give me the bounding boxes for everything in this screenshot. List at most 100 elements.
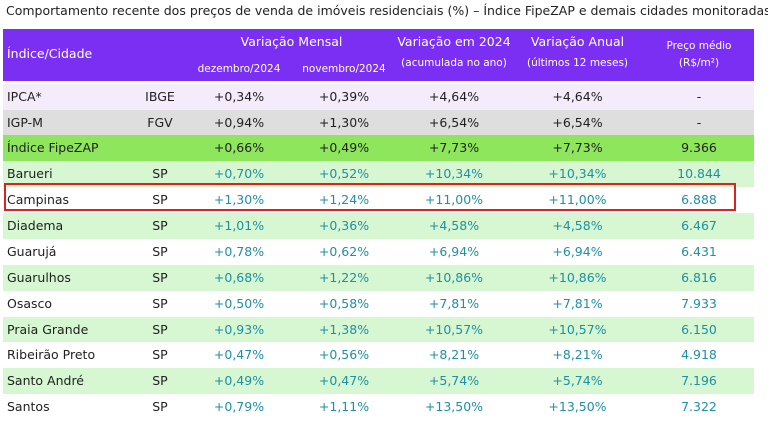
cell-year: +10,86% xyxy=(424,270,484,285)
cell-year: +4,58% xyxy=(428,218,480,233)
cell-dec: +0,66% xyxy=(213,140,265,155)
cell-price: 4.918 xyxy=(681,347,717,362)
cell-name: IPCA* xyxy=(7,89,42,104)
table-row: Índice FipeZAP +0,66% +0,49% +7,73% +7,73% 9.… xyxy=(3,135,754,161)
cell-name: Praia Grande xyxy=(7,322,89,337)
cell-dec: +0,49% xyxy=(213,373,265,388)
header-year-variation-sub: (acumulada no ano) xyxy=(401,57,507,69)
cell-dec: +0,50% xyxy=(213,296,265,311)
cell-annual: +10,34% xyxy=(548,166,607,181)
cell-price: 7.933 xyxy=(681,296,717,311)
cell-year: +5,74% xyxy=(428,373,480,388)
cell-annual: +6,54% xyxy=(552,115,603,130)
cell-year: +7,81% xyxy=(428,296,480,311)
cell-annual: +7,81% xyxy=(552,296,603,311)
header-november: novembro/2024 xyxy=(302,63,386,75)
cell-price: 6.467 xyxy=(681,218,717,233)
header-price-sub: (R$/m²) xyxy=(678,57,720,69)
cell-year: +4,64% xyxy=(428,89,480,104)
table-row: Santo André SP +0,49% +0,47% +5,74% +5,74% 7.1… xyxy=(3,368,754,394)
table-row: IPCA* IBGE +0,34% +0,39% +4,64% +4,64% - xyxy=(3,84,754,110)
cell-price: 10.844 xyxy=(677,166,721,181)
cell-nov: +1,11% xyxy=(318,399,370,414)
cell-annual: +4,64% xyxy=(552,89,603,104)
table-row: Campinas SP +1,30% +1,24% +11,00% +11,00% 6.88… xyxy=(3,187,754,213)
cell-year: +11,00% xyxy=(424,192,484,207)
cell-uf: SP xyxy=(152,166,168,181)
table-header: Índice/Cidade Variação Mensal dezembro/2… xyxy=(3,29,754,81)
cell-year: +10,57% xyxy=(424,322,484,337)
cell-name: Ribeirão Preto xyxy=(7,347,96,362)
cell-nov: +0,56% xyxy=(318,347,370,362)
cell-name: Osasco xyxy=(7,296,53,311)
cell-name: Índice FipeZAP xyxy=(7,140,99,155)
cell-name: Santos xyxy=(7,399,50,414)
cell-name: Guarujá xyxy=(7,244,57,259)
cell-dec: +0,68% xyxy=(213,270,265,285)
header-december: dezembro/2024 xyxy=(197,63,281,75)
cell-annual: +7,73% xyxy=(552,140,603,155)
cell-price: 6.431 xyxy=(681,244,717,259)
header-monthly-variation: Variação Mensal xyxy=(240,34,343,49)
header-price: Preço médio xyxy=(666,40,732,52)
cell-price: 7.322 xyxy=(681,399,717,414)
cell-price: 9.366 xyxy=(681,140,717,155)
cell-year: +13,50% xyxy=(424,399,484,414)
cell-name: Barueri xyxy=(7,166,53,181)
cell-dec: +0,47% xyxy=(213,347,265,362)
page-title: Comportamento recente dos preços de vend… xyxy=(6,3,768,18)
cell-year: +6,94% xyxy=(428,244,480,259)
cell-dec: +1,30% xyxy=(213,192,265,207)
cell-uf: SP xyxy=(152,270,168,285)
cell-nov: +1,22% xyxy=(318,270,370,285)
cell-nov: +0,52% xyxy=(318,166,370,181)
header-index-city: Índice/Cidade xyxy=(7,46,93,61)
cell-price: 6.816 xyxy=(681,270,717,285)
cell-annual: +8,21% xyxy=(552,347,603,362)
cell-uf: FGV xyxy=(147,115,173,130)
table-row: Guarulhos SP +0,68% +1,22% +10,86% +10,86% 6.8… xyxy=(3,265,754,291)
cell-year: +7,73% xyxy=(428,140,480,155)
cell-nov: +1,24% xyxy=(318,192,370,207)
cell-nov: +0,62% xyxy=(318,244,370,259)
cell-year: +8,21% xyxy=(428,347,480,362)
cell-price: 7.196 xyxy=(681,373,717,388)
table-row: Barueri SP +0,70% +0,52% +10,34% +10,34% 10.84… xyxy=(3,161,754,187)
cell-nov: +1,30% xyxy=(318,115,370,130)
table-row: Diadema SP +1,01% +0,36% +4,58% +4,58% 6.467 xyxy=(3,213,754,239)
cell-uf: SP xyxy=(152,399,168,414)
cell-dec: +0,78% xyxy=(213,244,265,259)
table-row: Osasco SP +0,50% +0,58% +7,81% +7,81% 7.933 xyxy=(3,291,754,317)
cell-nov: +0,49% xyxy=(318,140,370,155)
cell-annual: +13,50% xyxy=(548,399,607,414)
cell-uf: IBGE xyxy=(145,89,175,104)
cell-annual: +10,86% xyxy=(548,270,607,285)
table-row: Ribeirão Preto SP +0,47% +0,56% +8,21% +8,21%… xyxy=(3,342,754,368)
cell-dec: +0,93% xyxy=(213,322,265,337)
cell-nov: +0,39% xyxy=(318,89,370,104)
cell-name: Campinas xyxy=(7,192,70,207)
cell-annual: +6,94% xyxy=(552,244,603,259)
cell-nov: +0,58% xyxy=(318,296,370,311)
cell-year: +6,54% xyxy=(428,115,480,130)
cell-nov: +0,47% xyxy=(318,373,370,388)
cell-annual: +11,00% xyxy=(548,192,607,207)
cell-nov: +0,36% xyxy=(318,218,370,233)
cell-uf: SP xyxy=(152,347,168,362)
cell-annual: +10,57% xyxy=(548,322,607,337)
cell-price: 6.150 xyxy=(681,322,717,337)
cell-name: IGP-M xyxy=(7,115,43,130)
cell-nov: +1,38% xyxy=(318,322,370,337)
cell-price: - xyxy=(696,115,702,130)
cell-uf: SP xyxy=(152,192,168,207)
cell-dec: +0,70% xyxy=(213,166,265,181)
cell-dec: +0,94% xyxy=(213,115,265,130)
cell-annual: +5,74% xyxy=(552,373,603,388)
table-row: Guarujá SP +0,78% +0,62% +6,94% +6,94% 6.431 xyxy=(3,239,754,265)
cell-year: +10,34% xyxy=(424,166,484,181)
cell-uf: SP xyxy=(152,218,168,233)
table-row: Praia Grande SP +0,93% +1,38% +10,57% +10,57%… xyxy=(3,317,754,343)
table-row: Santos SP +0,79% +1,11% +13,50% +13,50% 7.322 xyxy=(3,394,754,420)
table-row: IGP-M FGV +0,94% +1,30% +6,54% +6,54% - xyxy=(3,110,754,136)
cell-name: Diadema xyxy=(7,218,64,233)
